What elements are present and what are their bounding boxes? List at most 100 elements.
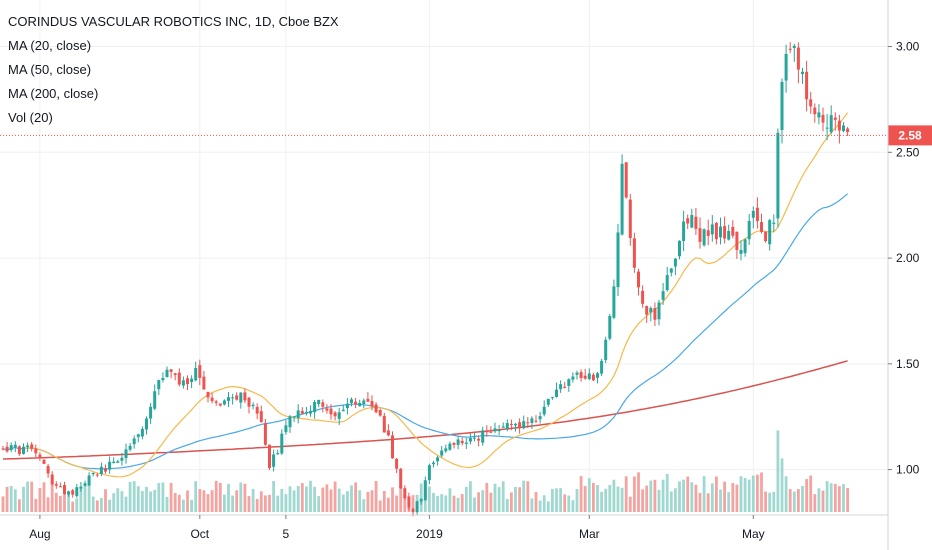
volume-bar-27 bbox=[112, 493, 116, 512]
volume-bar-25 bbox=[104, 489, 107, 512]
candle-body-67 bbox=[276, 453, 280, 455]
volume-bar-199 bbox=[817, 488, 821, 512]
candle-body-46 bbox=[190, 378, 194, 383]
volume-bar-130 bbox=[534, 492, 538, 512]
volume-bar-142 bbox=[583, 486, 587, 512]
candle-body-64 bbox=[263, 423, 267, 445]
candle-body-176 bbox=[723, 226, 727, 239]
volume-bar-7 bbox=[30, 481, 34, 512]
volume-bar-145 bbox=[596, 485, 599, 512]
candle-body-135 bbox=[555, 389, 558, 397]
volume-bar-112 bbox=[460, 494, 464, 512]
volume-bar-3 bbox=[13, 489, 17, 512]
candle-body-121 bbox=[497, 430, 501, 432]
candle-body-10 bbox=[42, 459, 46, 464]
candle-body-165 bbox=[678, 240, 681, 257]
candle-body-98 bbox=[403, 488, 407, 499]
volume-bar-153 bbox=[628, 496, 632, 512]
candle-body-58 bbox=[239, 392, 243, 403]
volume-bar-190 bbox=[780, 458, 784, 512]
candle-body-28 bbox=[116, 461, 120, 463]
volume-bar-100 bbox=[411, 495, 415, 512]
volume-bar-204 bbox=[838, 486, 841, 512]
last-price-layer: 2.58 bbox=[0, 125, 932, 146]
volume-bar-189 bbox=[776, 430, 780, 512]
ma200-line bbox=[2, 360, 848, 460]
candle-body-85 bbox=[350, 399, 353, 403]
candle-body-125 bbox=[514, 423, 517, 426]
candle-body-86 bbox=[354, 401, 358, 405]
volume-bar-172 bbox=[706, 493, 710, 512]
candle-body-4 bbox=[17, 446, 21, 455]
candle-body-74 bbox=[304, 411, 308, 414]
candle-body-100 bbox=[411, 508, 415, 513]
candle-body-6 bbox=[26, 445, 30, 448]
volume-bar-128 bbox=[526, 481, 530, 512]
volume-bar-71 bbox=[292, 490, 296, 512]
candle-body-133 bbox=[546, 398, 550, 405]
candle-body-188 bbox=[772, 222, 776, 224]
volume-bar-119 bbox=[489, 492, 493, 512]
candle-body-128 bbox=[526, 422, 530, 424]
candle-body-84 bbox=[345, 403, 349, 409]
candle-body-167 bbox=[686, 218, 690, 224]
volume-bar-60 bbox=[247, 496, 251, 512]
candle-body-76 bbox=[313, 402, 317, 413]
candle-body-202 bbox=[829, 115, 833, 133]
volume-bar-116 bbox=[477, 492, 480, 512]
volume-bar-108 bbox=[444, 495, 448, 512]
candle-body-94 bbox=[386, 430, 390, 436]
volume-bar-177 bbox=[727, 492, 731, 512]
candle-body-195 bbox=[801, 71, 804, 74]
candle-body-145 bbox=[596, 373, 599, 378]
volume-bar-40 bbox=[165, 496, 169, 512]
volume-bar-135 bbox=[555, 488, 558, 512]
candle-body-118 bbox=[485, 431, 489, 433]
candle-body-161 bbox=[661, 291, 665, 300]
volume-bar-90 bbox=[370, 490, 374, 512]
volume-bar-13 bbox=[54, 492, 58, 512]
candle-body-22 bbox=[91, 472, 95, 475]
candle-body-177 bbox=[727, 231, 731, 240]
ma200-layer bbox=[2, 360, 848, 460]
candle-body-136 bbox=[559, 384, 563, 390]
candle-body-170 bbox=[698, 228, 702, 242]
candle-body-61 bbox=[251, 404, 255, 407]
candle-body-105 bbox=[432, 462, 435, 465]
volume-bar-8 bbox=[34, 498, 38, 512]
volume-bar-194 bbox=[797, 489, 800, 512]
candle-body-51 bbox=[210, 397, 214, 402]
volume-bar-203 bbox=[833, 483, 837, 512]
x-tick-label-2: 5 bbox=[283, 527, 290, 541]
candle-body-57 bbox=[235, 395, 239, 400]
volume-bar-109 bbox=[448, 488, 452, 512]
volume-bar-191 bbox=[784, 476, 788, 512]
candle-body-71 bbox=[292, 416, 296, 418]
candle-body-114 bbox=[468, 437, 472, 442]
volume-bar-22 bbox=[91, 496, 95, 512]
volume-bar-154 bbox=[633, 476, 636, 512]
candle-body-117 bbox=[481, 430, 485, 443]
candle-body-206 bbox=[846, 128, 850, 132]
candle-body-35 bbox=[145, 418, 148, 430]
candle-body-178 bbox=[731, 226, 735, 236]
candle-body-186 bbox=[764, 231, 768, 242]
candle-body-205 bbox=[842, 125, 845, 132]
candle-body-88 bbox=[362, 400, 366, 404]
candle-body-53 bbox=[218, 403, 222, 406]
candle-body-172 bbox=[706, 230, 710, 236]
volume-bar-122 bbox=[501, 481, 505, 512]
volume-bar-81 bbox=[333, 481, 337, 512]
candle-body-112 bbox=[460, 440, 464, 444]
volume-bar-55 bbox=[227, 483, 230, 512]
volume-bar-59 bbox=[243, 483, 247, 512]
volume-bar-36 bbox=[149, 491, 152, 512]
volume-bar-4 bbox=[18, 499, 21, 512]
volume-bar-173 bbox=[710, 483, 714, 512]
x-tick-label-4: Mar bbox=[579, 527, 600, 541]
volume-bar-144 bbox=[592, 482, 595, 512]
candle-body-149 bbox=[612, 286, 616, 318]
volume-bar-138 bbox=[567, 495, 571, 512]
volume-bar-133 bbox=[546, 501, 550, 512]
